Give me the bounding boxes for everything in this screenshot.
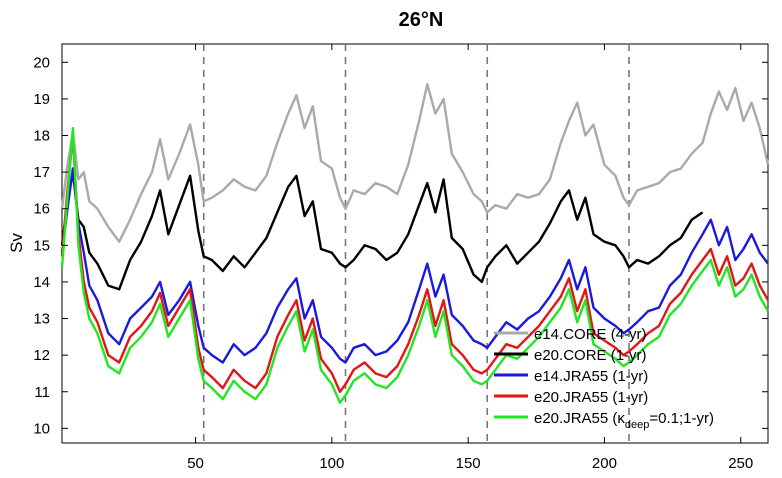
plot-frame <box>61 43 769 444</box>
x-tick-label: 150 <box>456 455 481 472</box>
series-line-1 <box>60 83 770 243</box>
legend-label-3: e14.JRA55 (1-yr) <box>534 368 648 385</box>
y-tick-label: 19 <box>33 91 50 108</box>
legend: e14.CORE (4-yr) e20.CORE (1-yr) e14.JRA55 … <box>494 326 714 431</box>
axes: 10 11 12 13 14 15 16 17 18 19 20 50 100 150 200 250 <box>33 44 768 472</box>
y-tick-label: 11 <box>34 384 50 401</box>
legend-label-2: e20.CORE (1-yr) <box>534 347 647 364</box>
x-tick-label: 200 <box>592 455 617 472</box>
y-tick-label: 17 <box>33 164 50 181</box>
y-tick-label: 10 <box>33 420 50 437</box>
x-tick-label: 50 <box>187 455 204 472</box>
series-line-3 <box>60 167 769 364</box>
y-axis-label: Sv <box>7 233 26 253</box>
y-tick-label: 14 <box>33 274 50 291</box>
series-line-5 <box>60 126 770 404</box>
y-tick-label: 20 <box>33 54 50 71</box>
series-line-2 <box>60 170 704 291</box>
legend-label-4: e20.JRA55 (1-yr) <box>534 389 648 406</box>
y-tick-label: 12 <box>33 347 50 364</box>
series-lines <box>60 83 770 404</box>
y-tick-label: 18 <box>33 128 50 145</box>
chart-title: 26°N <box>399 9 444 31</box>
x-tick-label: 100 <box>319 455 344 472</box>
cycle-boundary-lines <box>202 44 630 443</box>
y-tick-label: 16 <box>33 201 50 218</box>
y-tick-label: 13 <box>33 311 50 328</box>
y-tick-label: 15 <box>33 237 50 254</box>
legend-label-5: e20.JRA55 (κdeep=0.1;1-yr) <box>534 410 714 431</box>
x-tick-label: 250 <box>728 455 753 472</box>
legend-label-1: e14.CORE (4-yr) <box>534 326 647 343</box>
series-line-4 <box>60 134 770 393</box>
